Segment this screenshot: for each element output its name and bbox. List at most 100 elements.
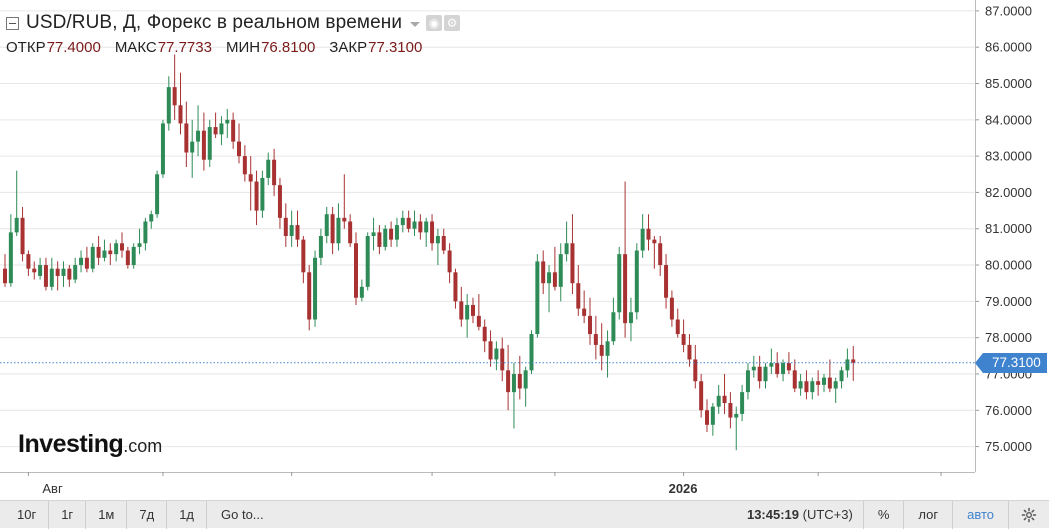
collapse-icon[interactable] [6, 16, 19, 30]
candle-body [307, 272, 312, 320]
y-tick-label: 87.0000 [985, 3, 1032, 18]
candle-body [73, 265, 78, 280]
chart-area[interactable]: 87.0000 86.0000 85.0000 84.0000 83.0000 82.00… [0, 0, 1049, 500]
candle-body [482, 326, 487, 342]
candle-body [377, 232, 382, 247]
candle-body [178, 105, 183, 124]
candle-body [822, 377, 826, 385]
candle-body [435, 236, 440, 244]
range-button-1y[interactable]: 1г [49, 500, 87, 529]
goto-button[interactable]: Go to... [221, 506, 264, 522]
candle-body [389, 228, 394, 240]
candle-body [365, 236, 370, 287]
candle-body [324, 214, 329, 236]
candle-body [441, 236, 446, 251]
candle-body [523, 370, 528, 389]
ohlc-low-value: 76.8100 [261, 39, 316, 56]
candle-body [424, 221, 429, 233]
candle-body [623, 254, 628, 324]
candle-body [558, 254, 563, 287]
range-button-1m[interactable]: 1м [86, 500, 128, 529]
candle-body [336, 217, 341, 244]
candle-body [453, 272, 458, 302]
candle-body [839, 370, 844, 382]
candle-body [827, 377, 832, 389]
candle-body [120, 243, 124, 251]
candle-body [254, 181, 259, 211]
ohlc-close: ЗАКР77.3100 [329, 39, 422, 56]
ohlc-high: МАКС77.7733 [115, 39, 212, 56]
range-button-7d[interactable]: 7д [127, 500, 168, 529]
y-tick-label: 80.0000 [985, 258, 1032, 273]
candle-body [400, 217, 405, 226]
logo-main: Investing [18, 430, 124, 458]
y-tick-label: 84.0000 [985, 112, 1032, 127]
clock-display: 13:45:19 (UTC+3) [737, 500, 864, 529]
gear-icon [1021, 507, 1037, 522]
candle-body [160, 123, 165, 175]
candle-body [681, 334, 686, 345]
logo-suffix: .com [123, 436, 163, 456]
candle-body [845, 359, 850, 371]
candle-body [131, 246, 136, 266]
candle-body [664, 265, 669, 298]
candle-body [786, 363, 791, 371]
candle-body [810, 381, 815, 393]
candle-body [687, 344, 692, 360]
auto-toggle[interactable]: авто [953, 500, 1009, 529]
candle-body [722, 395, 727, 404]
candle-body [231, 119, 236, 142]
candle-body [219, 123, 224, 135]
candle-body [716, 395, 721, 407]
ohlc-open: ОТКР77.4000 [6, 39, 101, 56]
chevron-down-icon[interactable] [410, 21, 421, 27]
candle-body [517, 373, 522, 389]
candle-body [172, 87, 177, 106]
clock-timezone: (UTC+3) [802, 506, 853, 522]
y-tick-label: 75.0000 [985, 439, 1032, 454]
settings-gear-icon[interactable] [1009, 501, 1049, 529]
candle-body [248, 174, 253, 182]
candle-body [354, 243, 358, 298]
eye-icon[interactable]: ◉ [426, 15, 443, 31]
candle-body [605, 341, 610, 356]
candle-body [418, 221, 423, 233]
candle-body [196, 130, 201, 142]
candle-body [488, 341, 493, 360]
candle-body [628, 312, 633, 324]
candle-body [699, 381, 704, 411]
range-button-1d[interactable]: 1д [167, 500, 208, 529]
bottom-toolbar: 10г 1г 1м 7д 1д Go to... 13:45:19 (UTC+3… [0, 500, 1049, 529]
candle-body [55, 268, 60, 276]
candle-body [260, 177, 265, 211]
candle-body [804, 381, 809, 393]
candle-body [330, 214, 335, 244]
log-toggle[interactable]: лог [904, 500, 954, 529]
candle-body [61, 268, 66, 276]
ohlc-high-value: 77.7733 [157, 39, 212, 56]
y-tick-label: 79.0000 [985, 294, 1032, 309]
range-button-10y[interactable]: 10г [0, 500, 50, 529]
candle-body [705, 410, 709, 425]
candle-body [611, 312, 616, 342]
candle-body [295, 225, 300, 240]
current-price-label: 77.3100 [975, 353, 1047, 373]
candle-body [32, 268, 37, 273]
candlestick-chart[interactable]: 87.0000 86.0000 85.0000 84.0000 83.0000 82.00… [0, 0, 1049, 500]
y-tick-label: 81.0000 [985, 221, 1032, 236]
candle-body [535, 261, 540, 335]
y-tick-label: 78.0000 [985, 330, 1032, 345]
candle-body [593, 334, 598, 345]
candle-body [38, 265, 43, 276]
candle-body [570, 243, 575, 284]
candle-body [494, 348, 499, 360]
percent-toggle[interactable]: % [864, 500, 905, 529]
candle-body [166, 87, 171, 124]
candle-body [552, 272, 557, 287]
candle-body [143, 221, 148, 244]
candle-body [207, 127, 212, 160]
gear-icon[interactable]: ⚙ [444, 15, 461, 31]
candle-body [757, 366, 762, 382]
candle-body [359, 286, 364, 298]
candle-body [289, 225, 294, 236]
